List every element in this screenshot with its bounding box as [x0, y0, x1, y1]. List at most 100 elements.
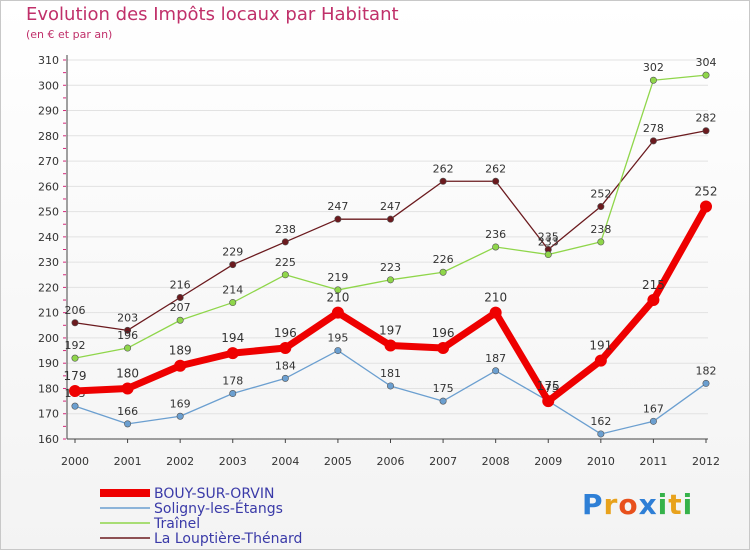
data-point: [281, 374, 289, 382]
data-label: 233: [538, 236, 559, 249]
data-label: 182: [696, 364, 717, 377]
y-tick-label: 250: [38, 206, 59, 219]
data-point: [492, 177, 500, 185]
legend-label: Soligny-les-Étangs: [154, 500, 283, 517]
data-label: 196: [432, 326, 455, 340]
data-point: [437, 342, 450, 355]
data-label: 210: [326, 291, 349, 305]
data-label: 162: [590, 415, 611, 428]
data-point: [124, 344, 132, 352]
data-label: 282: [696, 112, 717, 125]
x-tick-label: 2000: [61, 455, 89, 468]
y-tick-label: 180: [38, 382, 59, 395]
data-point: [281, 238, 289, 246]
data-label: 175: [537, 379, 560, 393]
y-tick-label: 270: [38, 155, 59, 168]
data-label: 247: [327, 200, 348, 213]
logo-letter: t: [668, 488, 683, 521]
data-label: 192: [65, 339, 86, 352]
data-point: [492, 367, 500, 375]
data-label: 169: [170, 397, 191, 410]
data-label: 175: [433, 382, 454, 395]
data-label: 247: [380, 200, 401, 213]
data-point: [71, 402, 79, 410]
data-point: [229, 390, 237, 398]
data-point: [124, 326, 132, 334]
data-point: [229, 299, 237, 307]
data-point: [492, 243, 500, 251]
data-point: [334, 347, 342, 355]
logo-letter: i: [657, 488, 669, 521]
data-label: 252: [590, 188, 611, 201]
x-tick-label: 2009: [534, 455, 562, 468]
y-tick-label: 290: [38, 105, 59, 118]
data-label: 197: [379, 324, 402, 338]
data-label: 236: [485, 228, 506, 241]
data-label: 196: [117, 329, 138, 342]
data-point: [384, 339, 397, 352]
data-point: [597, 203, 605, 211]
data-label: 210: [484, 291, 507, 305]
y-tick-label: 220: [38, 281, 59, 294]
y-tick-label: 200: [38, 332, 59, 345]
x-tick-label: 2005: [324, 455, 352, 468]
data-point: [702, 127, 710, 135]
x-tick-label: 2007: [429, 455, 457, 468]
x-tick-label: 2008: [482, 455, 510, 468]
data-point: [331, 306, 344, 319]
y-tick-label: 160: [38, 433, 59, 446]
data-point: [121, 382, 134, 395]
data-point: [386, 382, 394, 390]
data-label: 226: [433, 253, 454, 266]
x-tick-label: 2001: [114, 455, 142, 468]
y-tick-label: 190: [38, 357, 59, 370]
data-point: [386, 276, 394, 284]
data-label: 223: [380, 261, 401, 274]
proxiti-logo: Proxiti: [582, 488, 693, 521]
data-point: [69, 384, 81, 397]
data-label: 262: [485, 162, 506, 175]
y-tick-label: 310: [38, 54, 59, 67]
data-point: [700, 200, 712, 213]
data-point: [597, 238, 605, 246]
legend-label: BOUY-SUR-ORVIN: [154, 486, 274, 502]
data-label: 252: [695, 185, 718, 199]
data-label: 178: [222, 375, 243, 388]
data-label: 166: [117, 405, 138, 418]
x-tick-label: 2012: [692, 455, 720, 468]
data-label: 229: [222, 246, 243, 259]
data-label: 238: [275, 223, 296, 236]
y-tick-label: 170: [38, 408, 59, 421]
data-point: [334, 286, 342, 294]
data-point: [71, 319, 79, 327]
data-point: [176, 316, 184, 324]
data-label: 304: [696, 56, 717, 69]
y-tick-label: 230: [38, 256, 59, 269]
data-point: [176, 294, 184, 302]
data-label: 189: [169, 344, 192, 358]
y-tick-label: 210: [38, 307, 59, 320]
data-label: 184: [275, 359, 296, 372]
data-point: [594, 354, 607, 367]
data-label: 180: [116, 366, 139, 380]
data-label: 216: [170, 279, 191, 292]
data-point: [386, 215, 394, 223]
x-tick-label: 2002: [166, 455, 194, 468]
data-point: [439, 397, 447, 405]
data-label: 219: [327, 271, 348, 284]
data-point: [174, 359, 187, 372]
data-point: [489, 306, 502, 319]
data-label: 187: [485, 352, 506, 365]
x-tick-label: 2006: [377, 455, 405, 468]
data-point: [226, 347, 239, 360]
data-point: [649, 417, 657, 425]
data-point: [279, 342, 292, 355]
data-point: [334, 215, 342, 223]
data-label: 214: [222, 284, 243, 297]
x-tick-label: 2004: [271, 455, 299, 468]
data-label: 238: [590, 223, 611, 236]
legend-label: La Louptière-Thénard: [154, 531, 302, 547]
x-tick-label: 2003: [219, 455, 247, 468]
